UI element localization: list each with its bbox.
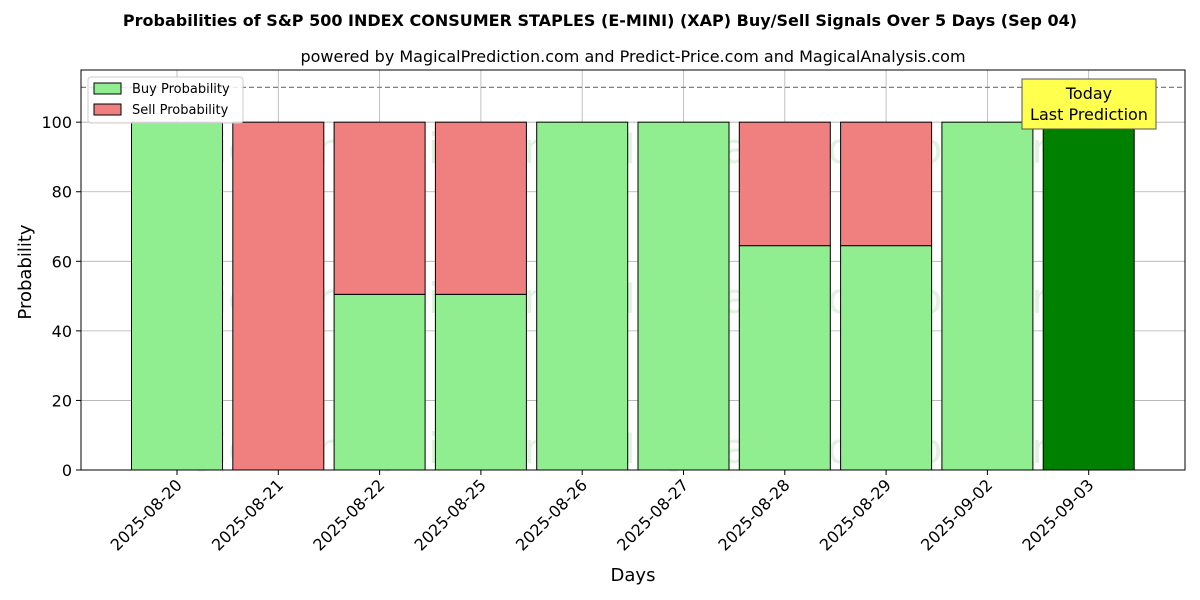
plot-area: MagicalAnalysis.comMagicalPrediction.com… [41, 69, 1186, 555]
bar-buy [333, 293, 426, 471]
bar-buy [1042, 121, 1135, 471]
y-tick-label: 60 [52, 252, 72, 271]
y-tick-label: 0 [62, 461, 72, 480]
bar-sell [333, 121, 426, 295]
x-tick-label: 2025-08-21 [208, 475, 287, 554]
bar-sell [738, 121, 831, 247]
x-tick-label: 2025-08-25 [411, 475, 490, 554]
y-tick-label: 40 [52, 322, 72, 341]
bar-buy [738, 245, 831, 471]
y-axis-label: Probability [15, 224, 36, 319]
x-tick-label: 2025-08-29 [816, 475, 895, 554]
legend: Buy Probability Sell Probability [87, 76, 244, 124]
x-tick-label: 2025-08-20 [107, 475, 186, 554]
bar-sell [232, 121, 325, 471]
bar-buy [434, 293, 527, 471]
bar-buy [131, 121, 223, 471]
y-tick-label: 100 [41, 113, 72, 132]
bar-buy [840, 245, 933, 471]
bar-sell [434, 121, 527, 295]
x-tick-label: 2025-09-03 [1018, 475, 1097, 554]
legend-swatch [93, 103, 122, 116]
x-tick-label: 2025-08-22 [309, 475, 388, 554]
bar-buy [536, 121, 629, 471]
bar-sell [840, 121, 933, 247]
chart-subtitle: powered by MagicalPrediction.com and Pre… [300, 47, 965, 66]
chart-title: Probabilities of S&P 500 INDEX CONSUMER … [123, 11, 1077, 30]
x-tick-label: 2025-08-27 [613, 475, 692, 554]
y-tick-label: 80 [52, 183, 72, 202]
y-tick-label: 20 [52, 391, 72, 410]
bar-buy [637, 121, 730, 471]
plot-frame [80, 69, 1186, 471]
annotation-text: Last Prediction [1030, 105, 1148, 124]
x-tick-label: 2025-09-02 [917, 475, 996, 554]
bar-buy [941, 121, 1034, 471]
legend-swatch [93, 82, 122, 95]
annotation-text: Today [1065, 84, 1112, 103]
x-tick-label: 2025-08-26 [512, 475, 591, 554]
x-axis-label: Days [611, 565, 656, 586]
legend-label: Buy Probability [132, 82, 230, 97]
x-tick-label: 2025-08-28 [714, 475, 793, 554]
legend-box [87, 76, 244, 124]
annotation-box [1021, 78, 1157, 130]
legend-label: Sell Probability [132, 103, 229, 118]
